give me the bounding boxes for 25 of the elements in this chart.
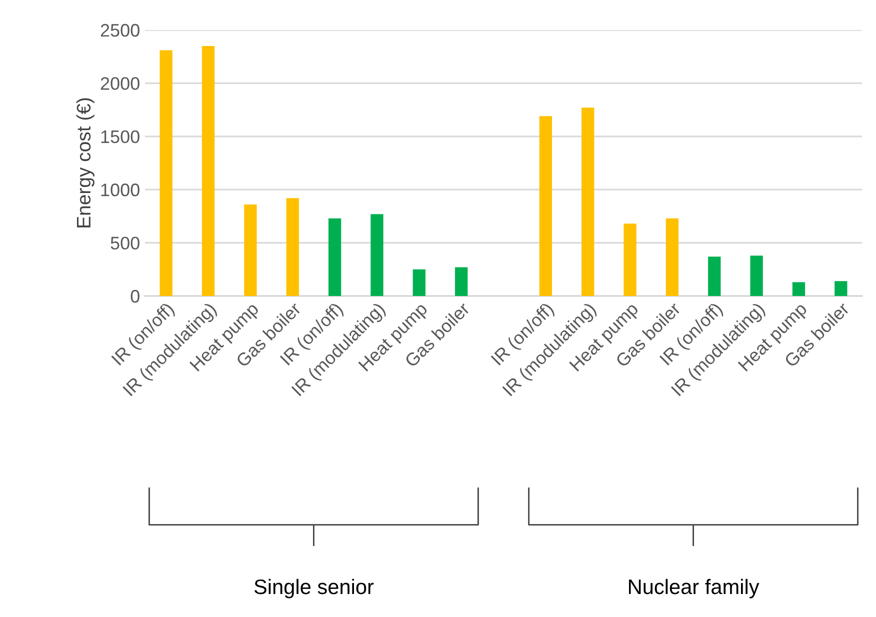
bar — [202, 46, 215, 296]
y-tick-label: 1000 — [101, 184, 140, 196]
text: Nuclear family — [629, 578, 760, 598]
bar — [539, 116, 552, 296]
bar — [750, 256, 763, 296]
y-tick-label: 2000 — [100, 77, 140, 90]
bar — [792, 282, 806, 296]
bar — [160, 50, 172, 296]
bar — [454, 267, 468, 296]
bar — [708, 256, 721, 296]
bar — [412, 269, 426, 296]
y-tick-label: 1500 — [101, 130, 140, 144]
y-tick-label: 0 — [130, 290, 140, 303]
bar — [328, 218, 342, 296]
bar — [666, 218, 679, 296]
y-axis-title: Energy cost (€) — [76, 98, 94, 228]
bar — [624, 224, 636, 296]
bar — [370, 214, 384, 296]
bar — [244, 204, 257, 296]
bar — [834, 281, 848, 296]
text: Single senior — [254, 578, 374, 598]
y-tick-label: 500 — [110, 236, 140, 250]
y-tick-label: 2500 — [100, 24, 140, 37]
bar — [582, 108, 594, 296]
bar — [286, 198, 299, 296]
